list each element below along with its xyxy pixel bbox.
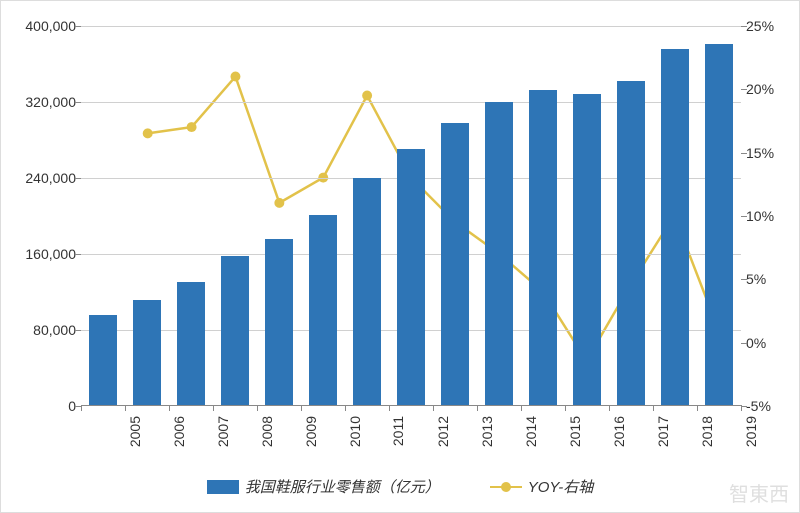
- bar: [529, 90, 556, 405]
- tick-bottom: [257, 405, 258, 411]
- y-axis-right-label: 0%: [746, 335, 796, 351]
- y-axis-right-label: 20%: [746, 81, 796, 97]
- y-axis-right-label: -5%: [746, 398, 796, 414]
- bar: [265, 239, 292, 405]
- tick-bottom: [125, 405, 126, 411]
- gridline: [81, 26, 741, 27]
- bar: [221, 256, 248, 405]
- tick-bottom: [697, 405, 698, 411]
- y-axis-left-label: 400,000: [6, 18, 76, 34]
- tick-bottom: [169, 405, 170, 411]
- tick-bottom: [609, 405, 610, 411]
- tick-right: [741, 26, 747, 27]
- legend-item-line: YOY-右轴: [490, 476, 594, 497]
- y-axis-right-label: 15%: [746, 145, 796, 161]
- tick-bottom: [301, 405, 302, 411]
- x-axis-label: 2013: [479, 416, 495, 447]
- x-axis-label: 2019: [743, 416, 759, 447]
- tick-bottom: [521, 405, 522, 411]
- bar: [133, 300, 160, 405]
- tick-bottom: [565, 405, 566, 411]
- x-axis-label: 2006: [171, 416, 187, 447]
- x-axis-label: 2014: [523, 416, 539, 447]
- tick-bottom: [213, 405, 214, 411]
- chart-container: 0 80,000 160,000 240,000 320,000 400,000 -5% 0%…: [0, 0, 800, 513]
- bar-swatch-icon: [207, 480, 239, 494]
- line-swatch-icon: [490, 480, 522, 494]
- x-axis-label: 2005: [127, 416, 143, 447]
- legend: 我国鞋服行业零售额（亿元） YOY-右轴: [1, 476, 799, 497]
- tick-bottom: [345, 405, 346, 411]
- y-axis-left-label: 160,000: [6, 246, 76, 262]
- tick-bottom: [433, 405, 434, 411]
- y-axis-right-label: 10%: [746, 208, 796, 224]
- bar: [441, 123, 468, 405]
- x-axis-label: 2012: [435, 416, 451, 447]
- bar: [661, 49, 688, 405]
- legend-item-bar: 我国鞋服行业零售额（亿元）: [207, 476, 440, 497]
- bar: [177, 282, 204, 406]
- y-axis-right-label: 5%: [746, 271, 796, 287]
- x-axis-label: 2018: [699, 416, 715, 447]
- tick-right: [741, 343, 747, 344]
- tick-bottom: [477, 405, 478, 411]
- y-axis-left-label: 80,000: [6, 322, 76, 338]
- tick-left: [75, 26, 81, 27]
- bar: [397, 149, 424, 406]
- x-axis-label: 2011: [390, 416, 406, 446]
- tick-bottom: [653, 405, 654, 411]
- tick-right: [741, 153, 747, 154]
- bar: [705, 44, 732, 405]
- bar: [353, 178, 380, 405]
- x-axis-label: 2015: [567, 416, 583, 447]
- x-axis-label: 2007: [215, 416, 231, 447]
- bar: [309, 215, 336, 405]
- bar: [617, 81, 644, 405]
- tick-right: [741, 89, 747, 90]
- tick-right: [741, 279, 747, 280]
- legend-label-bar: 我国鞋服行业零售额（亿元）: [245, 476, 440, 497]
- tick-bottom: [389, 405, 390, 411]
- y-axis-left-label: 320,000: [6, 94, 76, 110]
- bar: [485, 102, 512, 405]
- x-axis-label: 2010: [347, 416, 363, 447]
- tick-right: [741, 216, 747, 217]
- x-axis-label: 2009: [303, 416, 319, 447]
- legend-label-line: YOY-右轴: [528, 476, 594, 497]
- tick-bottom: [741, 405, 742, 411]
- plot-area: 080,000160,000240,000320,000400,000-5%0%…: [81, 26, 741, 406]
- bar: [89, 315, 116, 405]
- x-axis-label: 2017: [655, 416, 671, 447]
- tick-bottom: [81, 405, 82, 411]
- tick-left: [75, 254, 81, 255]
- y-axis-left-label: 240,000: [6, 170, 76, 186]
- tick-left: [75, 102, 81, 103]
- tick-left: [75, 330, 81, 331]
- tick-left: [75, 178, 81, 179]
- x-axis-label: 2008: [259, 416, 275, 447]
- bar: [573, 94, 600, 405]
- x-axis-label: 2016: [611, 416, 627, 447]
- y-axis-left-label: 0: [6, 398, 76, 414]
- y-axis-right-label: 25%: [746, 18, 796, 34]
